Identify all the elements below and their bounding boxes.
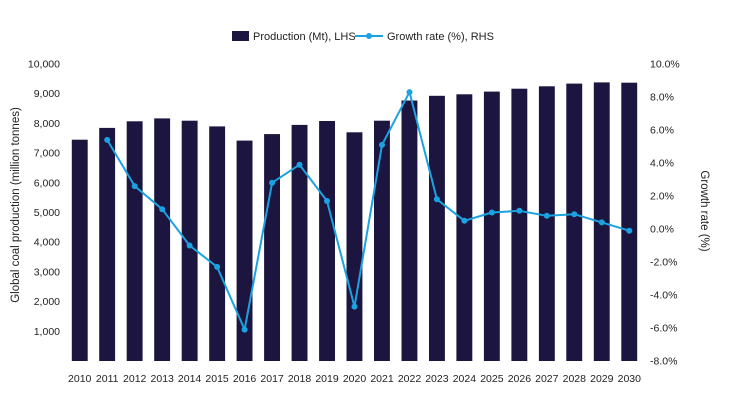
x-axis-ticks: 2010 2011 2012 2013 2014 2015 2016 2017 2018 2019… [68,373,641,385]
bar-2018 [291,124,308,362]
bar-2017 [264,134,280,361]
legend-swatch-production [232,31,249,41]
bar-2026 [511,88,528,361]
right-axis-ticks: -8.0% -6.0% -4.0% -2.0% 0.0% 2.0% 4.0% 6.0% 8.0%… [650,59,680,368]
growth-point-2024 [461,217,468,224]
x-tick-label: 2014 [178,373,202,385]
bar-2023 [429,95,445,362]
growth-point-2017 [269,179,276,186]
bar-2013 [154,118,171,362]
left-tick-label: 10,000 [28,59,60,71]
growth-point-2014 [186,242,193,249]
left-tick-label: 8,000 [34,118,60,130]
growth-point-2030 [626,227,633,234]
x-tick-label: 2026 [508,373,532,385]
x-tick-label: 2025 [480,373,504,385]
bar-series [71,82,638,362]
x-tick-label: 2011 [96,373,119,385]
right-tick-label: -8.0% [650,356,677,368]
growth-point-2021 [379,141,385,148]
left-tick-label: 4,000 [34,237,60,249]
bar-2021 [374,120,390,361]
legend: Production (Mt), LHS Growth rate (%), RH… [232,31,494,43]
bar-2010 [71,139,88,361]
left-tick-label: 6,000 [34,177,60,189]
x-tick-label: 2021 [370,373,394,385]
growth-point-2013 [159,206,166,213]
x-tick-label: 2013 [151,373,175,385]
x-tick-label: 2016 [233,373,257,385]
x-tick-label: 2022 [398,373,422,385]
bar-2011 [99,127,116,362]
bar-2025 [483,91,500,361]
bar-2014 [181,120,198,361]
growth-point-2028 [571,211,578,218]
bar-2015 [209,126,226,362]
left-tick-label: 7,000 [34,148,60,160]
x-tick-label: 2012 [123,373,147,385]
growth-point-2016 [241,326,248,333]
left-tick-label: 9,000 [34,88,60,100]
bar-2019 [319,121,335,361]
growth-line-series [104,89,633,333]
left-tick-label: 2,000 [34,296,60,308]
growth-point-2018 [296,161,303,168]
growth-point-2020 [351,303,358,310]
x-tick-label: 2024 [453,373,477,385]
left-tick-label: 5,000 [34,207,60,219]
right-tick-label: 6.0% [650,125,674,137]
x-tick-label: 2017 [260,373,284,385]
left-axis-title: Global coal production (million tonnes) [10,107,22,303]
right-tick-label: 4.0% [650,158,674,170]
x-tick-label: 2015 [205,373,229,385]
growth-point-2015 [214,263,221,270]
growth-point-2027 [543,212,550,219]
x-tick-label: 2019 [315,373,339,385]
left-tick-label: 3,000 [34,266,60,278]
growth-point-2025 [488,209,495,216]
growth-point-2029 [598,219,605,226]
bar-2020 [346,132,363,361]
legend-swatch-growth-marker [366,33,372,39]
legend-label-growth: Growth rate (%), RHS [387,31,494,43]
right-tick-label: 10.0% [650,59,680,71]
right-tick-label: 8.0% [650,92,674,104]
right-tick-label: -4.0% [650,290,677,302]
growth-point-2019 [324,198,330,204]
bar-2012 [126,121,143,361]
growth-point-2012 [131,183,138,190]
x-tick-label: 2018 [288,373,312,385]
x-tick-label: 2027 [535,373,559,385]
right-tick-label: 0.0% [650,224,674,236]
right-tick-label: 2.0% [650,191,674,203]
growth-point-2022 [406,89,413,96]
growth-point-2011 [104,136,111,143]
left-tick-label: 1,000 [34,326,60,338]
growth-line [106,91,630,331]
right-tick-label: -2.0% [650,257,677,269]
growth-point-2023 [433,196,440,203]
x-tick-label: 2028 [563,373,587,385]
x-tick-label: 2030 [618,373,642,385]
bar-2022 [401,100,418,361]
legend-label-production: Production (Mt), LHS [253,31,356,43]
right-tick-label: -6.0% [650,323,677,335]
bar-2024 [456,94,473,362]
x-tick-label: 2020 [343,373,367,385]
x-tick-label: 2023 [425,373,449,385]
right-axis-title: Growth rate (%) [698,170,710,251]
growth-point-2026 [516,207,523,214]
bar-2027 [538,86,555,362]
x-tick-label: 2010 [68,373,92,385]
left-axis-ticks: 1,000 2,000 3,000 4,000 5,000 6,000 7,000 8,000… [28,59,60,338]
bar-2030 [621,82,638,361]
x-tick-label: 2029 [590,373,614,385]
bar-2028 [566,83,583,361]
